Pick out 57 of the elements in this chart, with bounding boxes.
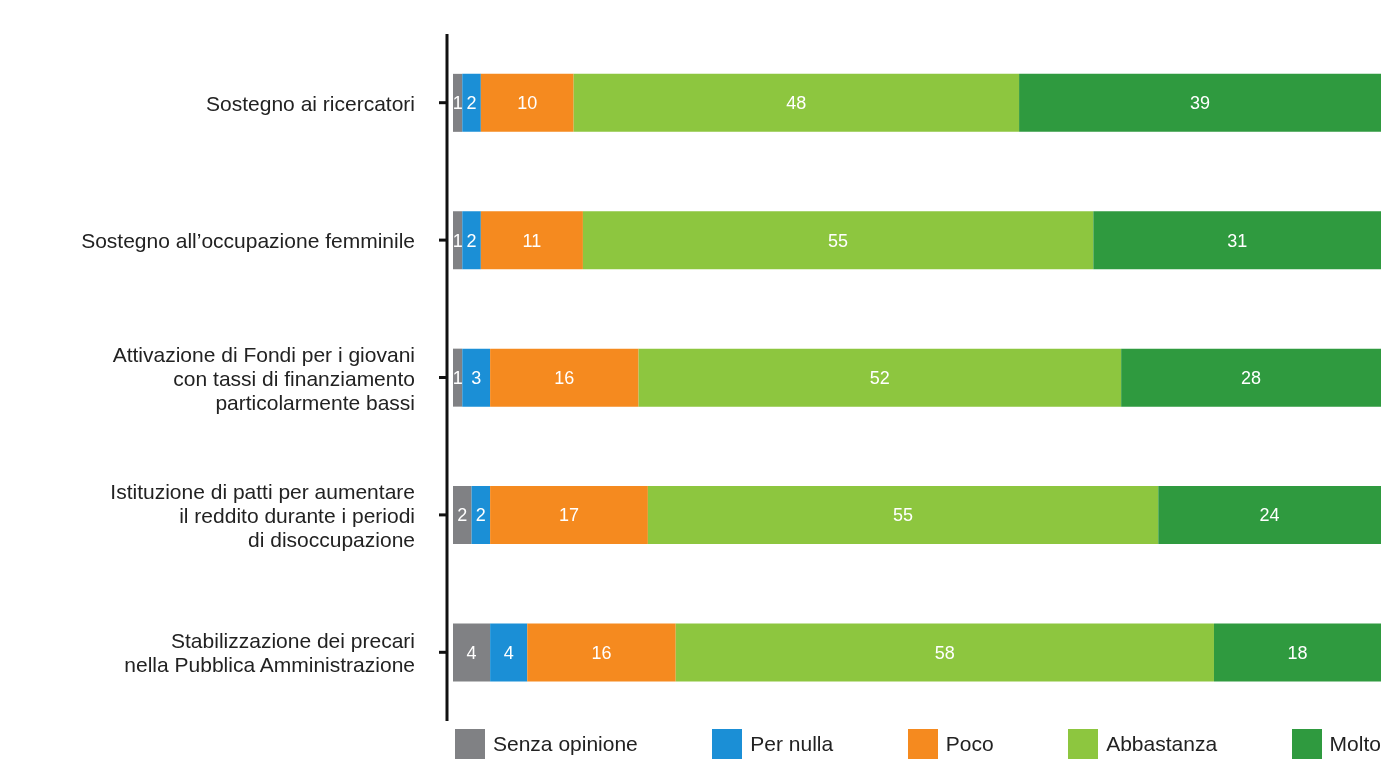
bar <box>480 73 574 132</box>
bar <box>453 486 472 545</box>
bar <box>490 486 648 545</box>
data-label: 55 <box>893 505 914 526</box>
data-label: 48 <box>786 93 807 114</box>
y-tick-label: Attivazione di Fondi per i giovani con tassi di finanziamento particolarmente bassi <box>112 342 415 413</box>
data-label: 24 <box>1259 505 1280 526</box>
data-label: 2 <box>466 230 477 251</box>
bar <box>675 623 1214 682</box>
y-tick-label: Sostegno ai ricercatori <box>206 91 415 115</box>
data-label: 28 <box>1241 368 1262 389</box>
bar <box>462 73 481 132</box>
bar <box>638 348 1122 407</box>
bar <box>490 348 639 407</box>
data-label: 3 <box>471 368 482 389</box>
legend-label: Senza opinione <box>492 731 638 757</box>
data-label: 17 <box>558 505 580 526</box>
bar <box>453 623 491 682</box>
bar <box>582 211 1094 270</box>
bar <box>462 348 491 407</box>
bar <box>471 486 491 545</box>
y-tick-label: Sostegno all’occupazione femminile <box>81 228 415 252</box>
data-label: 1 <box>452 93 463 114</box>
data-label: 18 <box>1287 642 1308 663</box>
legend-label: Per nulla <box>749 731 834 757</box>
data-label: 1 <box>452 230 463 251</box>
data-label: 58 <box>934 642 955 663</box>
bar <box>462 211 481 270</box>
data-label: 31 <box>1227 230 1248 251</box>
bar <box>1121 348 1381 407</box>
bar <box>1158 486 1381 545</box>
data-label: 39 <box>1190 93 1211 114</box>
legend-label: Poco <box>944 731 994 757</box>
data-label: 4 <box>466 642 477 663</box>
bar <box>527 623 676 682</box>
y-tick-label: Istituzione di patti per aumentare il reddito durante i periodi di disoccupazione <box>110 479 415 551</box>
data-label: 11 <box>522 230 542 251</box>
bar <box>573 73 1020 132</box>
bar <box>1019 73 1381 132</box>
data-label: 1 <box>452 368 463 389</box>
bar <box>1213 623 1381 682</box>
bar <box>1093 211 1381 270</box>
bar <box>490 623 528 682</box>
legend-label: Molto <box>1328 731 1381 757</box>
data-label: 52 <box>869 368 890 389</box>
data-label: 2 <box>475 505 486 526</box>
legend-label: Abbastanza <box>1105 731 1218 757</box>
data-label: 16 <box>554 368 575 389</box>
data-label: 2 <box>457 505 468 526</box>
data-label: 10 <box>517 93 538 114</box>
bar <box>647 486 1159 545</box>
bar <box>480 211 583 270</box>
data-label: 2 <box>466 93 477 114</box>
y-tick-label: Stabilizzazione dei precari nella Pubblica Amministrazione <box>124 628 415 676</box>
data-label: 55 <box>828 230 849 251</box>
data-label: 4 <box>503 642 514 663</box>
data-label: 16 <box>591 642 612 663</box>
